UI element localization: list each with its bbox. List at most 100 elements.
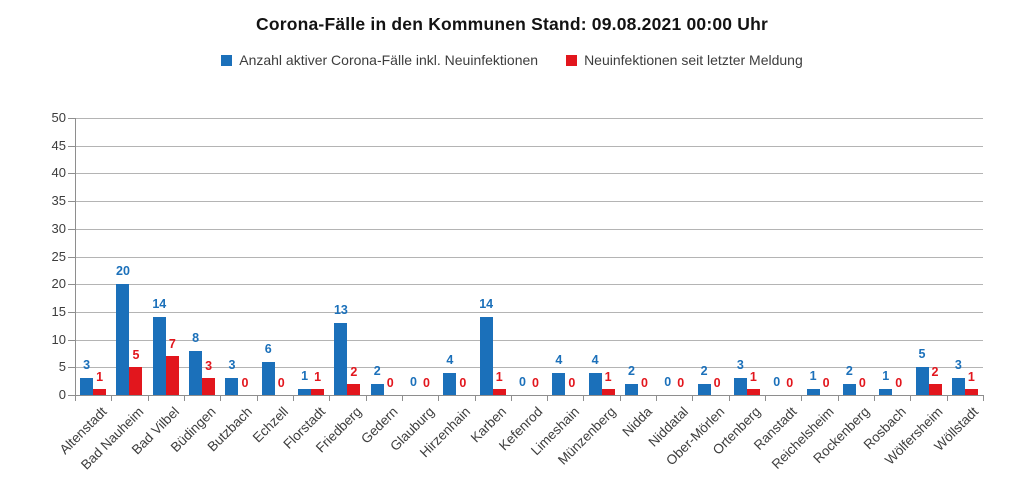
y-tick-30	[68, 228, 75, 230]
bar-label-active-Nidda: 2	[627, 363, 635, 378]
y-tick-20	[68, 284, 75, 286]
bar-active-Reichelsheim	[806, 389, 820, 395]
bar-active-Wölfersheim	[915, 367, 929, 395]
legend-swatch-blue	[221, 54, 233, 66]
x-tick-1	[111, 395, 113, 401]
gridline-y-30	[75, 228, 983, 230]
bar-label-new-Hirzenhain: 0	[459, 376, 467, 390]
y-tick-label-45: 45	[51, 137, 66, 153]
bar-label-new-Limeshain: 0	[568, 376, 576, 390]
x-tick-13	[547, 395, 549, 401]
x-tick-14	[583, 395, 585, 401]
bar-label-active-Friedberg: 13	[333, 302, 348, 317]
y-tick-25	[68, 256, 75, 258]
bar-label-active-Büdingen: 8	[192, 330, 200, 345]
bar-label-active-Ranstadt: 0	[773, 375, 781, 389]
gridline-y-25	[75, 256, 983, 258]
bar-label-new-Karben: 1	[495, 370, 503, 385]
gridline-y-40	[75, 173, 983, 175]
x-tick-21	[837, 395, 839, 401]
x-tick-20	[801, 395, 803, 401]
y-tick-45	[68, 145, 75, 147]
bar-active-Nidda	[624, 383, 638, 395]
bar-label-active-Ober-Mörlen: 2	[700, 363, 708, 378]
bar-label-active-Glauburg: 0	[410, 375, 417, 389]
bar-active-Altenstadt	[80, 378, 94, 395]
x-tick-22	[874, 395, 876, 401]
bar-label-new-Bad Vilbel: 7	[168, 337, 176, 352]
bar-label-new-Rockenberg: 0	[858, 376, 866, 390]
bar-label-new-Echzell: 0	[277, 376, 285, 390]
bar-label-active-Bad Vilbel: 14	[152, 297, 167, 312]
y-tick-35	[68, 201, 75, 203]
x-tick-16	[656, 395, 658, 401]
bar-active-Rosbach	[879, 389, 893, 395]
bar-new-Bad Vilbel	[165, 356, 179, 395]
bar-label-new-Wölfersheim: 2	[931, 364, 939, 379]
bar-label-active-Münzenberg: 4	[591, 352, 599, 367]
chart-legend: Anzahl aktiver Corona-Fälle inkl. Neuinf…	[0, 52, 1024, 68]
bar-new-Friedberg	[347, 383, 361, 395]
x-tick-7	[329, 395, 331, 401]
bar-label-new-Florstadt: 1	[314, 370, 322, 385]
bar-new-Wölfersheim	[928, 383, 942, 395]
gridline-y-15	[75, 311, 983, 313]
bar-label-new-Kefenrod: 0	[532, 376, 539, 390]
y-tick-label-5: 5	[58, 359, 66, 375]
bar-label-active-Wölfersheim: 5	[918, 347, 926, 362]
bar-active-Büdingen	[189, 350, 203, 395]
x-tick-4	[220, 395, 222, 401]
bar-label-active-Kefenrod: 0	[519, 375, 526, 389]
bar-active-Gedern	[370, 383, 384, 395]
x-tick-25	[983, 395, 984, 401]
bar-label-active-Ortenberg: 3	[736, 358, 744, 373]
bar-active-Ober-Mörlen	[697, 383, 711, 395]
legend-label-active-cases: Anzahl aktiver Corona-Fälle inkl. Neuinf…	[239, 52, 539, 68]
bar-label-new-Rosbach: 0	[895, 376, 903, 390]
bar-active-Rockenberg	[842, 383, 856, 395]
bar-label-active-Limeshain: 4	[555, 352, 563, 367]
x-tick-18	[728, 395, 730, 401]
y-tick-label-20: 20	[51, 276, 66, 292]
bar-active-Münzenberg	[588, 372, 602, 395]
x-tick-23	[910, 395, 912, 401]
gridline-y-35	[75, 201, 983, 203]
bar-active-Bad Nauheim	[116, 284, 130, 395]
x-tick-24	[946, 395, 948, 401]
bar-new-Karben	[492, 389, 506, 395]
bar-label-new-Wöllstadt: 1	[967, 370, 975, 385]
x-tick-3	[183, 395, 185, 401]
bar-label-active-Hirzenhain: 4	[446, 352, 454, 367]
y-tick-label-30: 30	[51, 220, 66, 236]
bar-label-active-Wöllstadt: 3	[954, 358, 962, 373]
bar-new-Bad Nauheim	[129, 367, 143, 395]
legend-label-new-infections: Neuinfektionen seit letzter Meldung	[584, 52, 803, 68]
bar-active-Friedberg	[334, 322, 348, 395]
x-tick-0	[75, 395, 76, 401]
bar-label-new-Ranstadt: 0	[786, 376, 794, 390]
bar-label-active-Reichelsheim: 1	[809, 369, 817, 384]
bar-label-new-Büdingen: 3	[205, 359, 213, 374]
bar-active-Karben	[479, 317, 493, 395]
bar-active-Butzbach	[225, 378, 239, 395]
bar-new-Florstadt	[311, 389, 325, 395]
y-tick-label-25: 25	[51, 248, 66, 264]
x-tick-8	[365, 395, 367, 401]
bar-label-new-Altenstadt: 1	[96, 370, 104, 385]
y-tick-label-35: 35	[51, 193, 66, 209]
bar-label-active-Bad Nauheim: 20	[116, 264, 130, 279]
bar-active-Bad Vilbel	[152, 317, 166, 395]
y-tick-label-15: 15	[51, 303, 66, 319]
gridline-y-0	[75, 395, 983, 396]
bar-label-new-Reichelsheim: 0	[822, 376, 830, 390]
bar-label-new-Münzenberg: 1	[604, 370, 612, 385]
bar-label-active-Florstadt: 1	[301, 369, 309, 384]
bar-label-new-Friedberg: 2	[350, 364, 358, 379]
y-tick-label-10: 10	[51, 331, 66, 347]
bar-label-active-Echzell: 6	[264, 341, 272, 356]
y-tick-label-40: 40	[51, 165, 66, 181]
bar-label-active-Rosbach: 1	[882, 369, 890, 384]
y-tick-5	[68, 367, 75, 369]
